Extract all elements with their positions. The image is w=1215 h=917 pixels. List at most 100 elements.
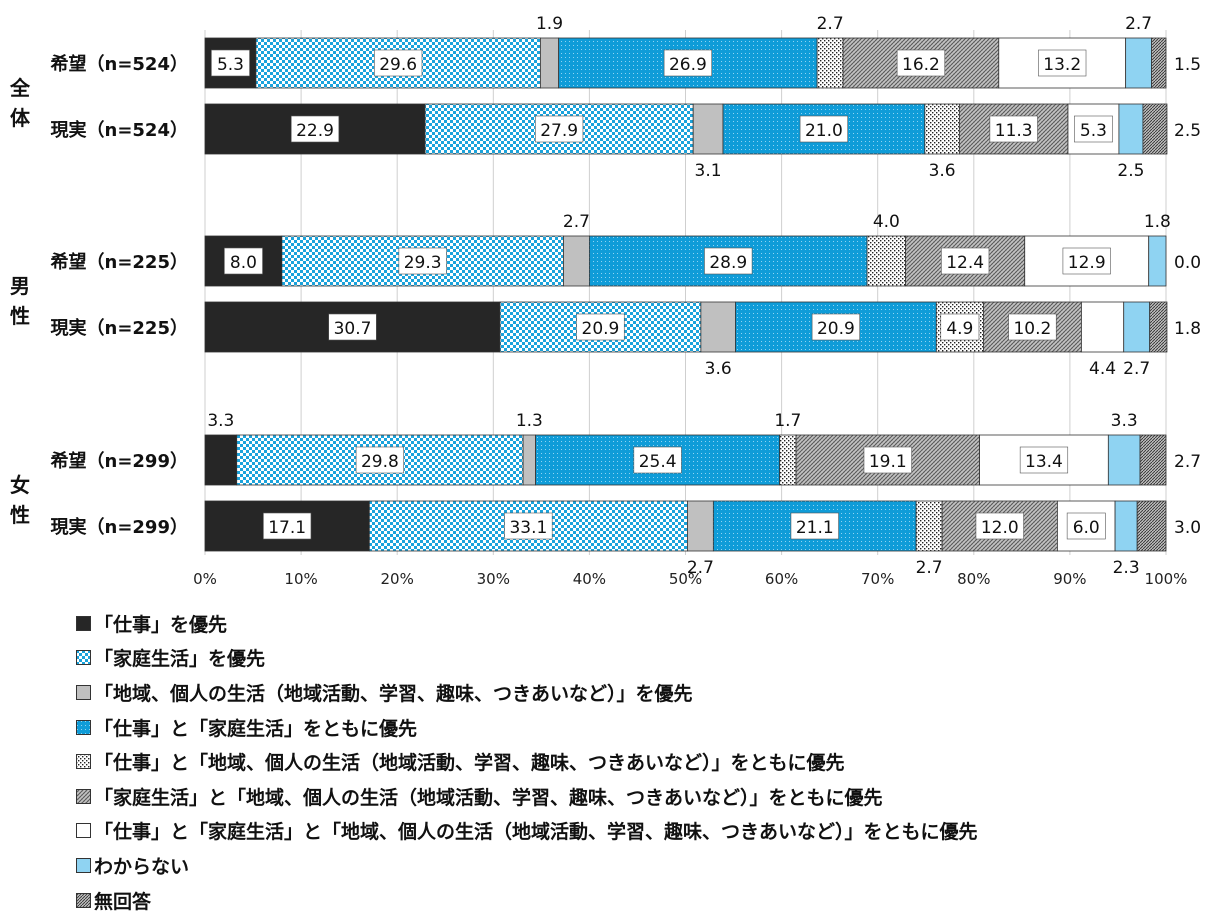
bar-segment (1081, 301, 1125, 353)
legend-swatch (76, 684, 91, 700)
legend-item: 「家庭生活」と「地域、個人の生活（地域活動、学習、趣味、つきあいなど）」をともに… (76, 779, 1196, 814)
legend-item: 「仕事」と「家庭生活」と「地域、個人の生活（地域活動、学習、趣味、つきあいなど）… (76, 814, 1196, 849)
x-tick-label: 40% (573, 570, 606, 588)
x-tick-label: 50% (669, 570, 702, 588)
data-label-box (989, 115, 1038, 143)
data-label: 27.9 (540, 121, 578, 141)
data-label: 3.0 (1174, 518, 1201, 538)
legend-label: 「家庭生活」を優先 (94, 648, 266, 671)
data-label: 29.3 (404, 253, 442, 273)
bar-segment (687, 500, 714, 552)
data-label-box (374, 49, 423, 77)
bar-segment (563, 235, 590, 287)
data-label-box (663, 49, 713, 77)
data-label: 1.9 (536, 14, 563, 34)
data-label: 2.7 (916, 558, 943, 578)
bar-segment (1151, 37, 1167, 89)
legend-item: 「家庭生活」を優先 (76, 641, 1196, 676)
data-label-box (704, 247, 753, 275)
data-label-box (211, 49, 250, 77)
legend-item: 無回答 (76, 883, 1196, 917)
x-tick-label: 60% (765, 570, 798, 588)
data-label-box (224, 247, 263, 275)
bar-segment (866, 235, 906, 287)
data-label: 30.7 (334, 319, 372, 339)
legend-item: わからない (76, 848, 1196, 883)
data-label-box (1038, 49, 1087, 77)
row-label: 希望（n=524） (51, 53, 188, 75)
bar-segment (1114, 500, 1138, 552)
bar-segment (1125, 37, 1152, 89)
legend-label: 「仕事」と「地域、個人の生活（地域活動、学習、趣味、つきあいなど）」をともに優先 (94, 752, 845, 775)
data-label: 20.9 (582, 319, 620, 339)
x-tick-label: 80% (957, 570, 990, 588)
data-label: 21.1 (796, 518, 834, 538)
bar-segment (1136, 500, 1167, 552)
data-label: 3.6 (929, 161, 956, 181)
data-label: 2.7 (817, 14, 844, 34)
x-tick-label: 90% (1053, 570, 1086, 588)
row-label: 現実（n=299） (51, 516, 188, 538)
data-label: 22.9 (296, 121, 334, 141)
data-label: 12.0 (981, 518, 1019, 538)
data-label-box (940, 313, 980, 341)
data-label-box (355, 446, 405, 474)
bar-segment (915, 500, 943, 552)
data-label: 29.6 (379, 55, 417, 75)
data-label: 11.3 (995, 121, 1033, 141)
data-label: 5.3 (1080, 121, 1107, 141)
data-label: 13.4 (1025, 452, 1063, 472)
data-label: 29.8 (361, 452, 399, 472)
x-tick-label: 0% (193, 570, 217, 588)
bar-segment (1139, 434, 1167, 486)
row-label: 現実（n=225） (51, 317, 188, 339)
data-label: 3.3 (1111, 411, 1138, 431)
bar-segment (1123, 301, 1151, 353)
data-label: 2.5 (1174, 121, 1201, 141)
data-label: 3.1 (695, 161, 722, 181)
data-label: 0.0 (1174, 253, 1201, 273)
bar-segment (924, 103, 960, 155)
row-label: 現実（n=524） (51, 119, 188, 141)
x-tick-label: 10% (284, 570, 317, 588)
data-label-box (398, 247, 447, 275)
data-label: 12.4 (946, 253, 984, 273)
bar-segment (692, 103, 724, 155)
data-label-box (799, 115, 848, 143)
legend-label: 「家庭生活」と「地域、個人の生活（地域活動、学習、趣味、つきあいなど）」をともに… (94, 786, 883, 809)
legend-swatch (76, 892, 91, 908)
data-label-box (1074, 115, 1113, 143)
data-label-box (633, 446, 682, 474)
bar-segment (1118, 103, 1144, 155)
group-label: 性 (10, 304, 30, 328)
x-tick-label: 70% (861, 570, 894, 588)
legend-swatch (76, 650, 91, 666)
bar-segment (1148, 235, 1167, 287)
legend-item: 「仕事」と「地域、個人の生活（地域活動、学習、趣味、つきあいなど）」をともに優先 (76, 744, 1196, 779)
data-label: 13.2 (1043, 55, 1081, 75)
bar-segment (816, 37, 844, 89)
legend-swatch (76, 857, 91, 873)
legend-swatch (76, 754, 91, 770)
data-label: 16.2 (902, 55, 940, 75)
data-label-box (1019, 446, 1069, 474)
data-label: 1.8 (1144, 212, 1171, 232)
data-label: 3.6 (705, 359, 732, 379)
data-label-box (975, 512, 1024, 540)
group-label: 性 (10, 503, 30, 527)
group-label: 女 (10, 473, 30, 497)
chart-legend: 「仕事」を優先「家庭生活」を優先「地域、個人の生活（地域活動、学習、趣味、つきあ… (76, 606, 1196, 917)
data-label-box (576, 313, 625, 341)
legend-label: 「地域、個人の生活（地域活動、学習、趣味、つきあいなど）」を優先 (94, 682, 693, 705)
data-label: 2.7 (563, 212, 590, 232)
bar-segment (795, 434, 980, 486)
bar-segment (1107, 434, 1141, 486)
data-label-box (535, 115, 584, 143)
bar-segment (204, 434, 238, 486)
data-label: 2.7 (1125, 14, 1152, 34)
legend-label: 「仕事」と「家庭生活」をともに優先 (94, 717, 418, 740)
chart-plot: 5.3 29.6 1.9 26.9 2.7 16.2 13.2 2.7 1.5 22.9 27.9 3… (9, 14, 1201, 588)
data-label: 2.7 (1123, 359, 1150, 379)
legend-item: 「仕事」を優先 (76, 606, 1196, 641)
data-label: 2.5 (1117, 161, 1144, 181)
